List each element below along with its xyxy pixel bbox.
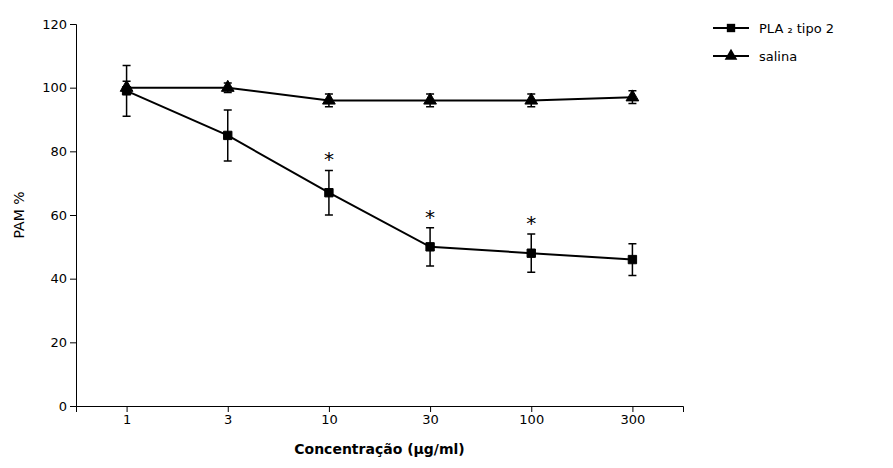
error-bar [426,228,434,266]
x-tick: 300 [621,406,646,427]
y-tick: 0 [59,399,76,414]
marker [325,189,333,197]
chart: 1 3 10 30 100 300 0 20 40 60 80 100 120 Concentração … [0,0,893,468]
y-tick-mark [70,151,76,152]
y-tick-label: 120 [42,17,67,32]
marker [426,243,434,251]
series [122,65,636,275]
error-bar [527,234,535,272]
series [120,80,639,106]
x-tick-mark [228,406,229,412]
marker [525,93,538,104]
x-axis-line [77,407,684,413]
x-tick-label: 1 [123,412,131,427]
y-tick-label: 60 [50,208,67,223]
error-bar [628,244,636,276]
y-tick: 40 [50,271,76,286]
plot: 1 3 10 30 100 300 0 20 40 60 80 100 120 Concentração … [11,17,834,457]
y-tick-label: 40 [50,271,67,286]
x-tick-label: 30 [422,412,439,427]
y-tick-mark [70,342,76,343]
y-tick-mark [70,215,76,216]
y-tick-mark [70,279,76,280]
legend: PLA ₂ tipo 2 salina [713,21,834,64]
legend-marker [727,24,735,32]
series-line [127,88,633,101]
y-tick: 120 [42,17,76,32]
marker [120,80,133,91]
y-tick-label: 0 [59,399,67,414]
y-tick-label: 20 [50,335,67,350]
x-tick: 1 [123,406,131,427]
marks [120,65,639,275]
x-tick-mark [329,406,330,412]
y-tick-label: 100 [42,80,67,95]
y-tick-mark [70,406,76,407]
x-tick: 100 [519,406,544,427]
marker [626,90,639,101]
marker [628,255,636,263]
x-tick-mark [632,406,633,412]
series-line [127,91,633,260]
marker [224,131,232,139]
x-axis: 1 3 10 30 100 300 [77,406,684,427]
x-tick-mark [127,406,128,412]
annotation: * [324,147,334,171]
y-tick: 100 [42,80,76,95]
x-tick-mark [531,406,532,412]
y-axis: 0 20 40 60 80 100 120 [42,17,76,414]
x-tick-label: 100 [519,412,544,427]
x-tick-label: 10 [321,412,338,427]
y-tick: 60 [50,208,76,223]
marker [424,93,437,104]
marker [323,93,336,104]
x-axis-title: Concentração (μg/ml) [294,441,465,457]
y-tick-mark [70,24,76,25]
error-bar [224,110,232,161]
legend-label: salina [759,49,797,64]
y-tick-mark [70,88,76,89]
annotation: * [526,211,536,235]
marker [221,80,234,91]
x-tick: 3 [224,406,232,427]
y-tick: 20 [50,335,76,350]
y-axis-line [70,25,77,407]
legend-label: PLA ₂ tipo 2 [759,21,834,36]
y-tick-label: 80 [50,144,67,159]
legend-item: salina [713,49,797,64]
annotation: * [425,205,435,229]
y-axis-title: PAM % [11,192,27,239]
x-tick: 10 [321,406,338,427]
x-tick-label: 3 [224,412,232,427]
x-tick-label: 300 [621,412,646,427]
error-bar [325,170,333,215]
legend-marker [725,49,738,60]
x-tick: 30 [422,406,439,427]
legend-item: PLA ₂ tipo 2 [713,21,834,36]
marker [527,249,535,257]
y-tick: 80 [50,144,76,159]
x-tick-mark [430,406,431,412]
